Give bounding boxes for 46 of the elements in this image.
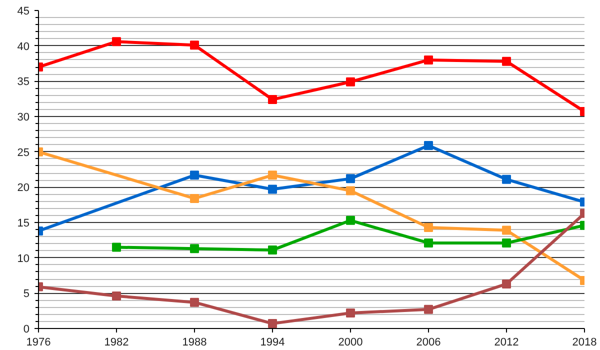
point [112,37,121,46]
y-tick-label: 30 [17,112,30,124]
point [502,279,511,288]
y-tick-label: 5 [23,288,30,300]
point [502,238,511,248]
point [190,40,199,50]
point [190,298,199,307]
point [268,170,277,180]
point [502,226,511,235]
y-tick-label: 35 [17,76,30,88]
x-tick-label: 2018 [572,336,597,348]
x-tick-label: 2006 [416,336,441,348]
y-tick-label: 40 [17,40,30,53]
x-tick-label: 1994 [260,336,285,348]
point [112,242,121,252]
point [424,222,433,232]
x-tick-label: 1976 [26,336,51,348]
point [502,174,511,184]
point [346,174,355,184]
point [268,184,277,194]
point [346,186,355,196]
y-tick-label: 25 [17,146,30,159]
point [346,77,355,86]
y-tick-label: 20 [17,182,30,194]
x-tick-label: 1982 [104,336,129,348]
point [346,216,355,225]
point [424,238,433,248]
point [190,194,199,203]
point [268,95,277,104]
x-tick-label: 2000 [338,336,363,348]
point [190,170,199,180]
y-tick-label: 45 [17,6,30,18]
point [268,319,277,328]
point [424,304,433,314]
point [424,140,433,150]
point [268,246,277,255]
point [424,55,433,64]
point [346,308,355,318]
x-tick-label: 2012 [494,336,519,348]
point [502,56,511,66]
x-tick-label: 1988 [182,336,207,348]
y-tick-label: 15 [17,218,30,230]
point [190,244,199,254]
point [112,291,121,300]
y-tick-label: 0 [23,324,30,336]
y-tick-label: 10 [17,252,30,265]
